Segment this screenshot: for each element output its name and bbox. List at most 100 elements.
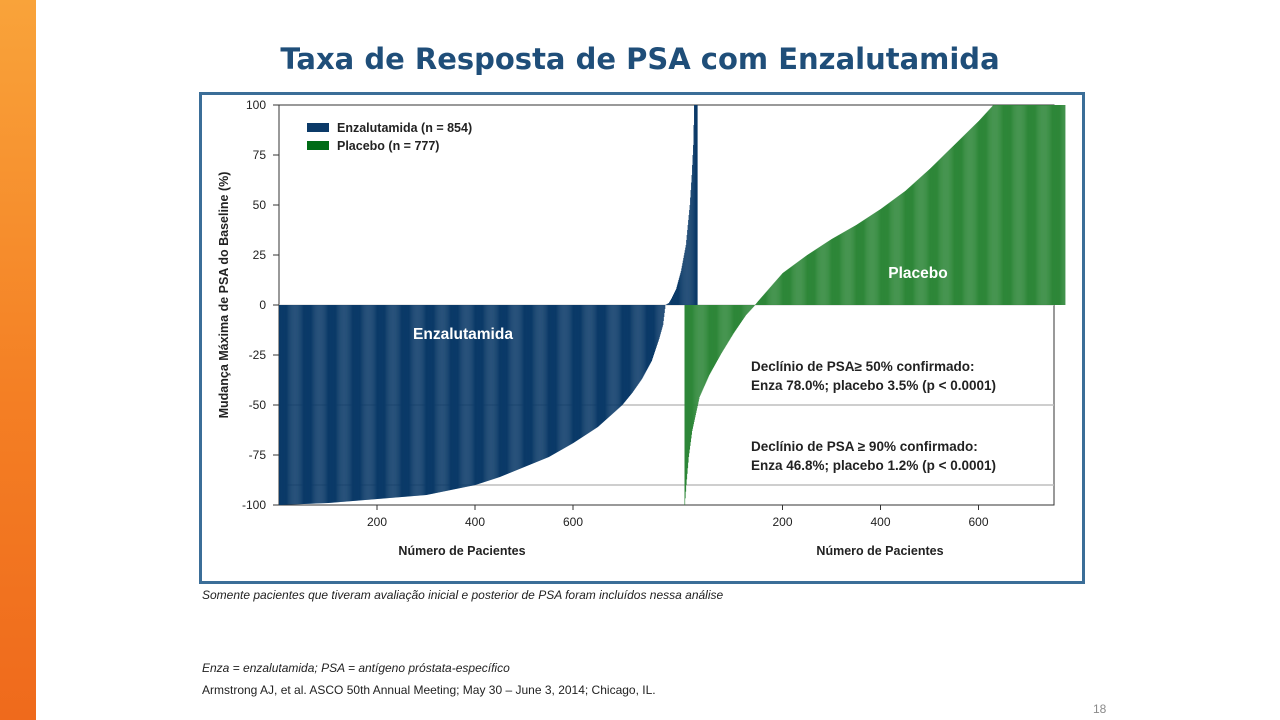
enza-bar: [674, 291, 676, 305]
enza-bar: [553, 305, 555, 455]
enza-bar: [505, 305, 507, 475]
placebo-bar: [728, 305, 729, 342]
placebo-bar: [870, 215, 872, 305]
enza-bar: [387, 305, 388, 499]
enza-bar: [530, 305, 532, 465]
placebo-bar: [1014, 105, 1016, 305]
placebo-bar: [848, 229, 849, 305]
enza-bar: [648, 305, 650, 366]
placebo-bar: [895, 198, 896, 305]
enza-bar: [328, 305, 330, 503]
enza-bar: [669, 302, 670, 305]
placebo-bar: [820, 246, 822, 305]
placebo-bar: [1043, 105, 1045, 305]
enza-bar: [530, 305, 532, 465]
placebo-bar: [718, 305, 719, 359]
enza-bar: [586, 305, 587, 435]
placebo-panel-label: Placebo: [888, 265, 947, 282]
placebo-bar: [987, 111, 988, 306]
enza-bar: [384, 305, 385, 499]
placebo-bar: [933, 165, 935, 305]
placebo-bar: [800, 259, 802, 305]
placebo-bar: [803, 257, 804, 305]
enza-bar: [510, 305, 511, 473]
placebo-bar: [1000, 105, 1001, 305]
placebo-bar: [731, 305, 732, 337]
enza-bar: [318, 305, 319, 504]
placebo-bar: [799, 260, 801, 305]
enza-bar: [603, 305, 605, 422]
placebo-bar: [961, 137, 962, 305]
enza-bar: [556, 305, 557, 453]
placebo-bar: [737, 305, 739, 328]
placebo-bar: [900, 194, 901, 305]
enza-bar: [662, 305, 664, 325]
enza-bar: [693, 145, 694, 305]
placebo-bar: [862, 220, 864, 305]
placebo-bar: [922, 175, 924, 305]
enza-bar: [616, 305, 617, 411]
enza-bar: [415, 305, 416, 496]
placebo-bar: [713, 305, 715, 367]
enza-bar: [326, 305, 327, 504]
enza-bar: [362, 305, 364, 501]
placebo-bar: [901, 193, 902, 305]
placebo-bar: [966, 133, 967, 305]
placebo-bar: [874, 212, 876, 305]
enza-bar: [444, 305, 446, 492]
enza-bar: [309, 305, 311, 504]
enza-bar: [453, 305, 455, 490]
enza-bar: [468, 305, 470, 487]
enza-bar: [542, 305, 543, 460]
enza-bar: [523, 305, 524, 468]
enza-bar: [585, 305, 586, 435]
placebo-bar: [1055, 105, 1057, 305]
placebo-bar: [1027, 105, 1029, 305]
placebo-bar: [725, 305, 726, 347]
placebo-bar: [1051, 105, 1052, 305]
enza-bar: [617, 305, 619, 409]
enza-bar: [624, 305, 626, 402]
enza-bar: [687, 225, 689, 305]
placebo-bar: [859, 222, 861, 305]
enza-bar: [643, 305, 645, 376]
placebo-bar: [967, 131, 969, 305]
placebo-bar: [750, 305, 751, 311]
enza-bar: [325, 305, 327, 504]
enza-bar: [296, 305, 298, 505]
enza-bar: [454, 305, 456, 490]
enza-bar: [653, 305, 654, 356]
placebo-bar: [789, 267, 790, 305]
placebo-bar: [1062, 105, 1063, 305]
enza-bar: [499, 305, 501, 477]
enza-bar: [570, 305, 571, 445]
placebo-bar: [990, 107, 992, 305]
enza-bar: [361, 305, 363, 501]
placebo-bar: [917, 180, 918, 305]
placebo-bar: [981, 117, 983, 305]
enza-bar: [571, 305, 573, 444]
enza-bar: [327, 305, 328, 504]
enza-bar: [510, 305, 512, 473]
enza-bar: [509, 305, 510, 473]
enza-bar: [593, 305, 594, 430]
enza-bar: [657, 305, 658, 344]
placebo-bar: [948, 150, 949, 305]
enza-bar: [348, 305, 349, 502]
placebo-bar: [902, 193, 903, 305]
enza-bar: [394, 305, 396, 498]
enza-bar: [300, 305, 302, 505]
y-tick-label: 0: [259, 298, 266, 312]
placebo-bar: [979, 119, 981, 306]
placebo-bar: [789, 267, 791, 305]
placebo-bar: [686, 305, 688, 474]
placebo-bar: [702, 305, 703, 391]
placebo-bar: [1038, 105, 1040, 305]
placebo-bar: [839, 234, 841, 305]
enza-bar: [456, 305, 458, 489]
enza-bar: [398, 305, 400, 498]
placebo-bar: [756, 302, 758, 305]
enza-bar: [496, 305, 498, 478]
enza-bar: [388, 305, 390, 499]
placebo-bar: [904, 191, 906, 305]
